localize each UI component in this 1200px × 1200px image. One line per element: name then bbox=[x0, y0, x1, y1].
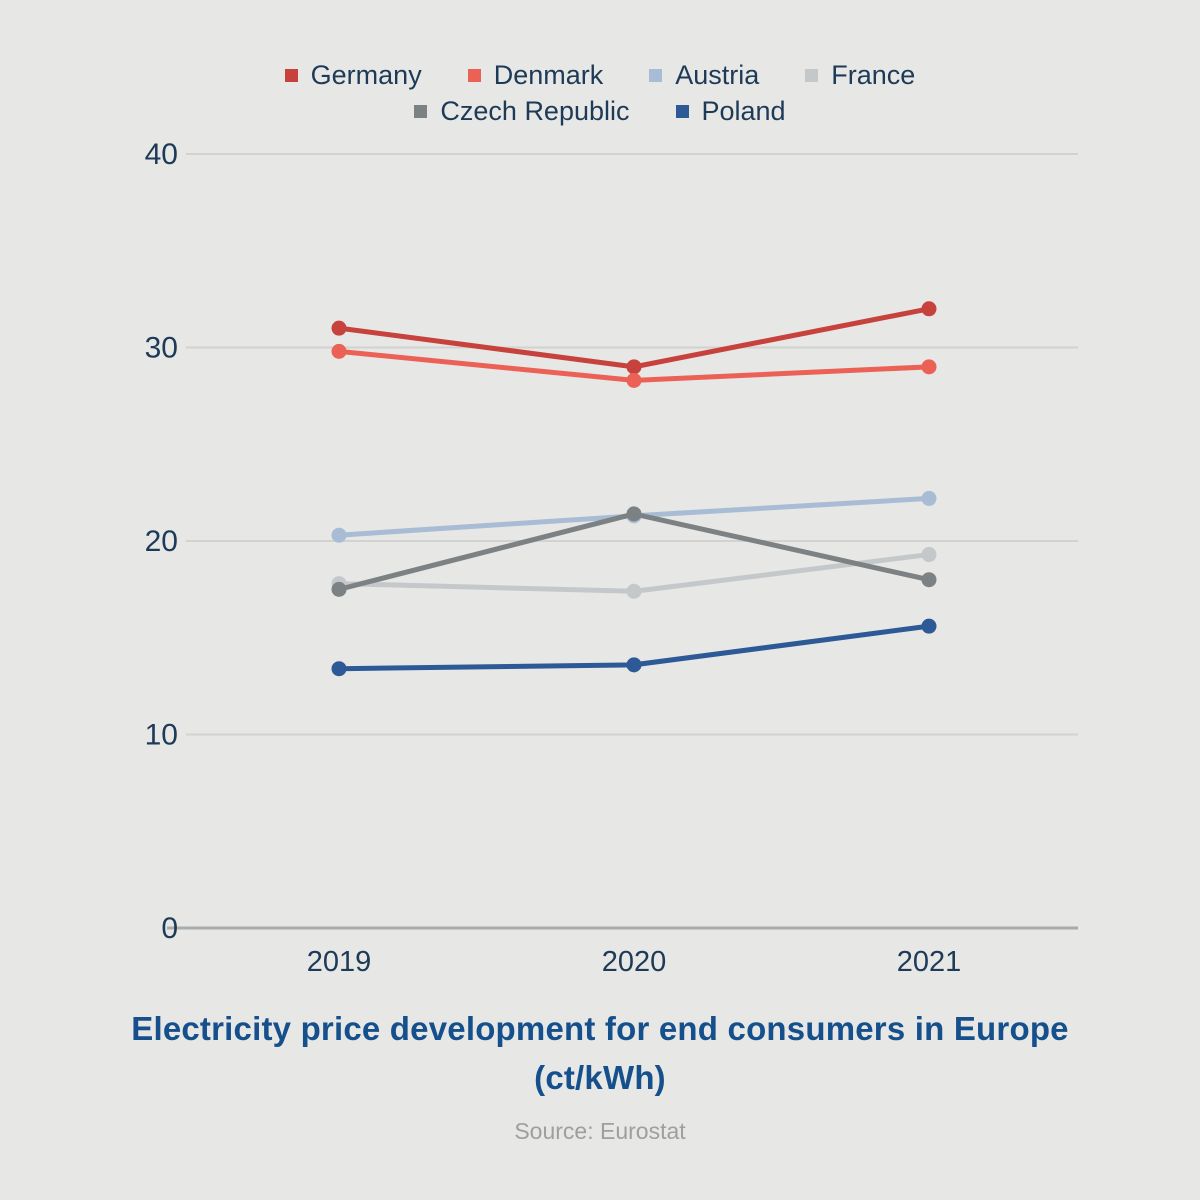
data-point-denmark-2021 bbox=[921, 359, 937, 375]
data-point-czech-republic-2020 bbox=[626, 506, 642, 522]
data-point-poland-2021 bbox=[921, 618, 937, 634]
data-point-austria-2021 bbox=[921, 490, 937, 506]
data-point-czech-republic-2019 bbox=[331, 581, 347, 597]
series-line-czech-republic bbox=[336, 511, 932, 592]
data-point-poland-2020 bbox=[626, 657, 642, 673]
data-point-germany-2020 bbox=[626, 359, 642, 375]
data-point-poland-2019 bbox=[331, 661, 347, 677]
legend-label-poland: Poland bbox=[701, 96, 786, 126]
legend-marker-austria bbox=[649, 69, 663, 82]
legend-label-czech-republic: Czech Republic bbox=[440, 96, 630, 126]
data-point-czech-republic-2021 bbox=[921, 572, 937, 588]
legend-marker-czech-republic bbox=[414, 105, 428, 118]
chart-title: Electricity price development for end co… bbox=[131, 1010, 1069, 1096]
legend: Germany Denmark Austria France Czech Republi… bbox=[0, 60, 1200, 127]
legend-label-france: France bbox=[831, 60, 916, 90]
legend-label-denmark: Denmark bbox=[493, 60, 604, 90]
x-tick-label-2019: 2019 bbox=[307, 946, 372, 978]
legend-marker-denmark bbox=[467, 69, 481, 82]
x-tick-label-2020: 2020 bbox=[602, 946, 667, 978]
data-point-denmark-2020 bbox=[626, 372, 642, 388]
data-point-denmark-2019 bbox=[331, 343, 347, 359]
legend-label-germany: Germany bbox=[310, 60, 422, 90]
data-point-austria-2019 bbox=[331, 527, 347, 543]
y-tick-label-40: 40 bbox=[145, 138, 178, 171]
legend-row: Germany Denmark Austria France bbox=[284, 60, 915, 91]
y-tick-label-30: 30 bbox=[145, 332, 178, 365]
y-tick-label-10: 10 bbox=[145, 719, 178, 752]
legend-item-poland: Poland bbox=[675, 96, 786, 127]
legend-item-denmark: Denmark bbox=[467, 60, 604, 91]
legend-item-france: France bbox=[805, 60, 915, 91]
legend-row: Czech Republic Poland bbox=[414, 96, 786, 127]
data-point-germany-2019 bbox=[331, 320, 347, 336]
legend-item-germany: Germany bbox=[284, 60, 422, 91]
data-point-germany-2021 bbox=[921, 301, 937, 317]
y-tick-label-20: 20 bbox=[145, 525, 178, 558]
data-point-france-2020 bbox=[626, 583, 642, 599]
legend-item-austria: Austria bbox=[649, 60, 759, 91]
x-tick-label-2021: 2021 bbox=[897, 946, 962, 978]
legend-marker-germany bbox=[284, 69, 298, 82]
legend-marker-poland bbox=[675, 105, 689, 118]
y-tick-label-0: 0 bbox=[161, 912, 178, 945]
legend-item-czech-republic: Czech Republic bbox=[414, 96, 630, 127]
legend-marker-france bbox=[805, 69, 819, 82]
data-point-france-2021 bbox=[921, 547, 937, 563]
legend-label-austria: Austria bbox=[675, 60, 760, 90]
chart-source: Source: Eurostat bbox=[514, 1118, 686, 1144]
